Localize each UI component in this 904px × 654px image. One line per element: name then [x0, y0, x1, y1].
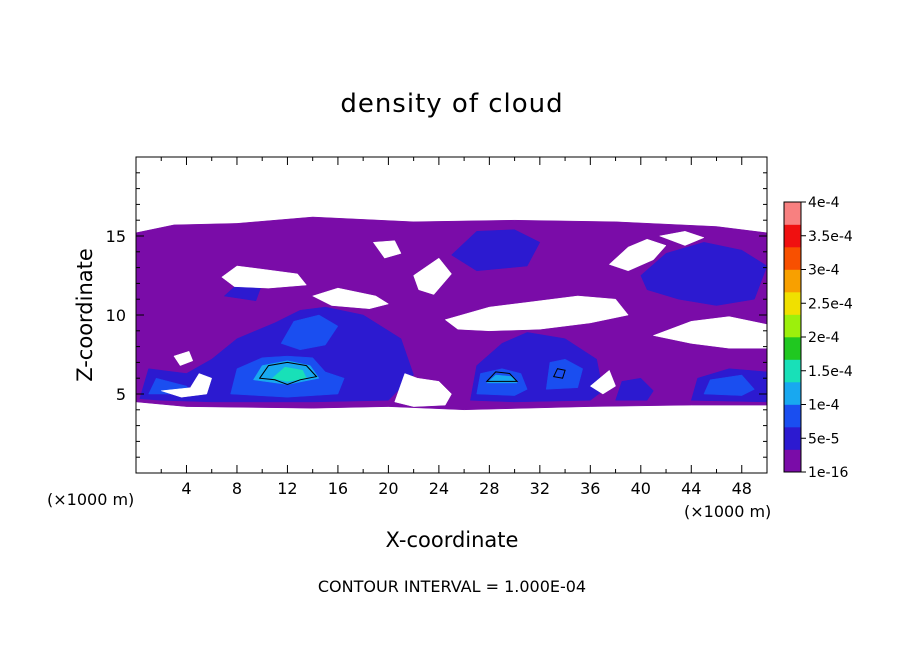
contour-line-1e-4 [552, 368, 566, 379]
colorbar-label: 5e-5 [808, 431, 839, 447]
density-regions [136, 216, 767, 411]
y-tick-label: 10 [106, 306, 126, 325]
colorbar-band [784, 359, 801, 383]
colorbar-label: 3.5e-4 [808, 229, 853, 245]
colorbar-band [784, 449, 801, 473]
clear-air-gap [659, 231, 705, 246]
density-region-level-1 [451, 229, 541, 272]
x-ticks: 4 8 12 16 20 24 28 32 36 40 44 48 [160, 157, 752, 498]
colorbar-label: 4e-4 [808, 195, 840, 211]
colorbar-band [784, 224, 801, 248]
x-tick-label: 40 [631, 479, 651, 498]
density-region-level-2 [280, 314, 339, 351]
colorbar-band [784, 404, 801, 428]
colorbar: 1e-16 5e-5 1e-4 1.5e-4 2e-4 2.5e-4 3e-4 3.5e-4 4… [783, 195, 853, 481]
colorbar-label: 1e-4 [808, 398, 840, 414]
x-tick-label: 16 [328, 479, 348, 498]
clear-air-gap [394, 373, 452, 407]
clear-air-gap [373, 240, 402, 259]
clear-air-gap [312, 287, 389, 309]
colorbar-label: 2e-4 [808, 330, 840, 346]
y-ticks: 5 10 15 [106, 172, 767, 458]
y-tick-label: 5 [116, 385, 126, 404]
clear-air-gap [444, 295, 629, 332]
x-tick-label: 36 [580, 479, 600, 498]
x-tick-label: 8 [232, 479, 242, 498]
density-region-level-1 [640, 242, 767, 306]
x-tick-label: 44 [681, 479, 701, 498]
colorbar-label: 1.5e-4 [808, 364, 853, 380]
x-axis-label: X-coordinate [386, 528, 519, 552]
x-tick-label: 12 [277, 479, 297, 498]
plot-area [136, 216, 767, 411]
x-unit-right: (×1000 m) [684, 502, 771, 521]
contour-line-1e-4 [485, 371, 519, 382]
contour-line-1e-4 [258, 361, 318, 386]
clear-air-gap [173, 351, 194, 366]
x-tick-label: 48 [732, 479, 752, 498]
clear-air-gap [653, 316, 767, 349]
colorbar-band [784, 292, 801, 315]
chart-title: density of cloud [340, 89, 563, 119]
clear-air-gap [590, 370, 616, 395]
colorbar-band [784, 314, 801, 338]
colorbar-band [784, 337, 801, 360]
clear-air-gap [160, 373, 212, 398]
x-tick-label: 24 [429, 479, 449, 498]
colorbar-band [784, 382, 801, 405]
density-region-level-4 [272, 366, 307, 382]
colorbar-label: 1e-16 [808, 465, 848, 481]
density-region-level-2 [545, 358, 583, 390]
colorbar-band [784, 202, 801, 225]
clear-air-gap [221, 265, 307, 289]
clear-air-gap [609, 238, 667, 272]
colorbar-label: 2.5e-4 [808, 296, 853, 312]
contour-lines [258, 361, 566, 386]
colorbar-label: 3e-4 [808, 263, 840, 279]
y-tick-label: 15 [106, 227, 126, 246]
contour-interval-note: CONTOUR INTERVAL = 1.000E-04 [318, 577, 586, 596]
density-region-level-1 [615, 377, 654, 401]
density-region-level-2 [703, 374, 755, 396]
x-tick-label: 32 [530, 479, 550, 498]
x-tick-label: 20 [378, 479, 398, 498]
colorbar-band [784, 427, 801, 450]
x-tick-label: 4 [181, 479, 191, 498]
colorbar-band [784, 269, 801, 293]
x-tick-label: 28 [479, 479, 499, 498]
y-axis-label: Z-coordinate [73, 248, 97, 382]
clear-air-gap [413, 257, 452, 295]
colorbar-band [784, 247, 801, 270]
x-unit-left: (×1000 m) [47, 490, 134, 509]
